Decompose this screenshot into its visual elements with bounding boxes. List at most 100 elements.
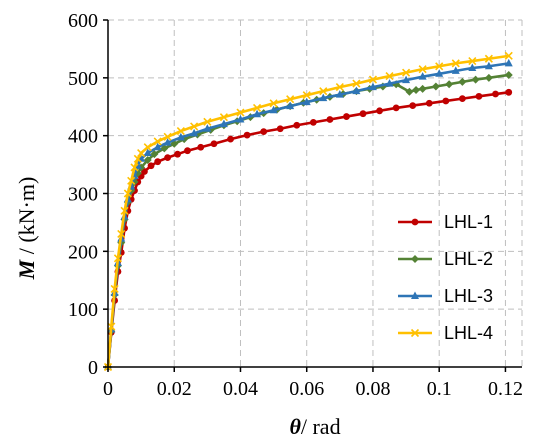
data-point bbox=[458, 77, 467, 86]
data-point bbox=[236, 114, 245, 123]
data-point bbox=[153, 137, 162, 146]
data-point bbox=[210, 140, 218, 148]
data-point bbox=[442, 97, 450, 105]
data-point bbox=[154, 158, 162, 166]
data-point bbox=[376, 107, 383, 115]
data-point bbox=[505, 88, 513, 96]
data-point bbox=[227, 135, 234, 143]
tick-labels: 0 100 200 300 400 500 600 0 0.02 0.04 0.06 0.08 0.1 0… bbox=[68, 10, 523, 400]
x-tick-label: 0.02 bbox=[157, 378, 192, 400]
legend-item: LHL-1 bbox=[398, 212, 493, 232]
legend-label: LHL-2 bbox=[444, 249, 493, 269]
data-point bbox=[176, 132, 185, 141]
data-point bbox=[286, 95, 295, 104]
data-point bbox=[176, 126, 185, 136]
data-point bbox=[471, 75, 480, 84]
data-point bbox=[184, 147, 191, 155]
legend-marker bbox=[411, 255, 419, 263]
data-point bbox=[236, 108, 245, 117]
data-point bbox=[484, 73, 493, 82]
data-point bbox=[468, 63, 477, 72]
data-point bbox=[319, 87, 328, 96]
data-point bbox=[492, 90, 499, 98]
data-point bbox=[405, 87, 414, 96]
data-point bbox=[174, 150, 181, 158]
data-point bbox=[269, 105, 278, 114]
data-point bbox=[484, 54, 493, 63]
x-axis-title: θ/ rad bbox=[289, 414, 340, 439]
data-point bbox=[190, 122, 199, 131]
data-point bbox=[309, 118, 317, 126]
legend-marker bbox=[411, 291, 419, 299]
y-tick-label: 400 bbox=[68, 126, 98, 148]
data-point bbox=[445, 80, 454, 89]
data-point bbox=[458, 95, 466, 103]
data-point bbox=[243, 131, 251, 139]
data-point bbox=[293, 121, 301, 129]
data-point bbox=[412, 85, 421, 94]
series-layer bbox=[103, 51, 513, 372]
legend-item: LHL-3 bbox=[398, 286, 493, 306]
data-point bbox=[335, 83, 344, 92]
data-point bbox=[368, 82, 377, 91]
y-axis-title: M / (kN·m) bbox=[14, 177, 39, 281]
data-point bbox=[451, 66, 460, 74]
data-point bbox=[110, 284, 119, 293]
y-axis-unit: / (kN·m) bbox=[14, 177, 39, 260]
data-point bbox=[219, 113, 228, 122]
x-tick-label: 0.08 bbox=[355, 378, 390, 400]
data-point bbox=[359, 110, 367, 118]
legend-marker bbox=[410, 328, 420, 338]
data-point bbox=[219, 119, 228, 128]
data-point bbox=[253, 109, 262, 118]
legend-marker bbox=[411, 218, 419, 226]
data-point bbox=[269, 99, 278, 108]
data-point bbox=[504, 51, 513, 60]
data-point bbox=[260, 128, 268, 136]
data-point bbox=[120, 206, 129, 215]
y-axis-symbol: M bbox=[14, 258, 39, 280]
data-point bbox=[435, 62, 444, 71]
data-point bbox=[302, 97, 311, 106]
data-point bbox=[418, 84, 427, 93]
legend-label: LHL-3 bbox=[444, 286, 493, 306]
grid bbox=[108, 19, 523, 367]
data-point bbox=[326, 116, 334, 123]
data-point bbox=[286, 101, 295, 110]
y-tick-label: 0 bbox=[88, 357, 98, 379]
data-point bbox=[147, 162, 155, 170]
legend-item: LHL-2 bbox=[398, 249, 493, 269]
data-point bbox=[425, 99, 433, 107]
data-point bbox=[319, 93, 328, 102]
data-point bbox=[343, 113, 350, 120]
data-point bbox=[130, 163, 139, 172]
data-point bbox=[164, 154, 172, 162]
data-point bbox=[402, 68, 411, 77]
data-point bbox=[143, 148, 152, 157]
x-axis-unit: / rad bbox=[301, 414, 341, 439]
y-tick-label: 500 bbox=[68, 68, 98, 90]
data-point bbox=[163, 138, 172, 146]
data-point bbox=[302, 91, 311, 100]
data-point bbox=[203, 124, 212, 132]
data-point bbox=[150, 150, 159, 159]
data-point bbox=[385, 79, 394, 87]
data-point bbox=[117, 229, 126, 239]
series-lhl-4 bbox=[103, 51, 513, 372]
data-point bbox=[352, 86, 361, 95]
data-point bbox=[451, 59, 460, 68]
data-point bbox=[197, 143, 205, 151]
data-point bbox=[431, 82, 440, 91]
legend-item: LHL-4 bbox=[398, 323, 493, 343]
y-tick-label: 100 bbox=[68, 299, 98, 321]
data-point bbox=[143, 155, 152, 164]
data-point bbox=[418, 65, 427, 74]
data-point bbox=[107, 322, 116, 331]
data-point bbox=[475, 92, 483, 100]
data-point bbox=[133, 154, 142, 163]
legend-label: LHL-4 bbox=[444, 323, 493, 343]
data-point bbox=[409, 102, 417, 109]
x-tick-label: 0.06 bbox=[289, 378, 324, 400]
data-point bbox=[163, 132, 172, 141]
data-point bbox=[504, 58, 513, 67]
